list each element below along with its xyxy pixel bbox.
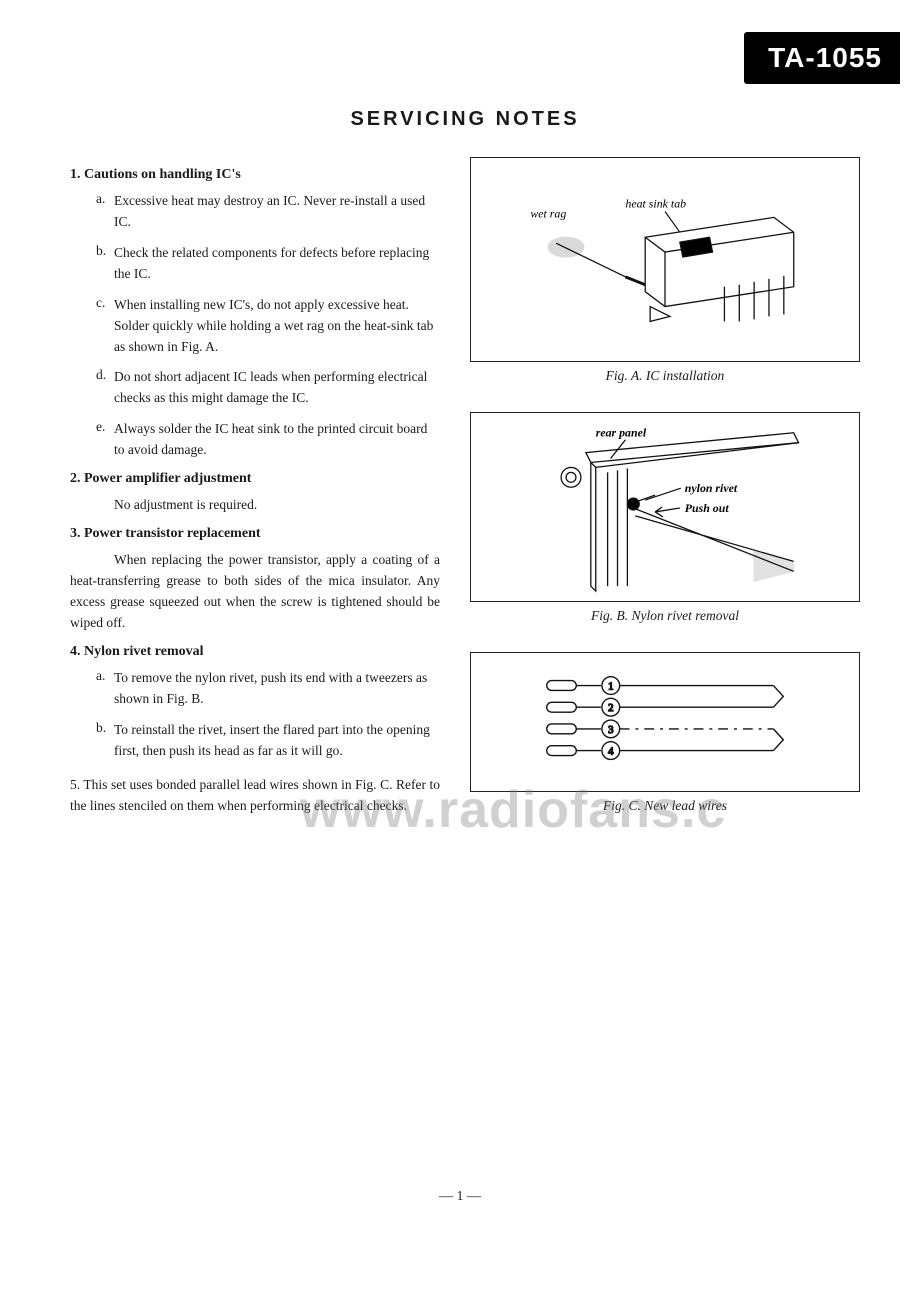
item-marker: b. — [96, 720, 106, 736]
figure-a-block: wet rag heat sink tab — [470, 157, 860, 384]
section-2-heading: 2. Power amplifier adjustment — [70, 471, 440, 487]
figure-b: rear panel nylon rivet Push out — [470, 412, 860, 602]
list-item: b. To reinstall the rivet, insert the fla… — [96, 720, 440, 762]
section-1-heading: 1. Cautions on handling IC's — [70, 167, 440, 183]
model-badge: TA-1055 — [744, 32, 900, 84]
item-marker: a. — [96, 668, 105, 684]
item-text: To remove the nylon rivet, push its end … — [114, 670, 427, 706]
figure-b-svg: rear panel nylon rivet Push out — [471, 413, 859, 601]
fig-a-label-heat-sink-tab: heat sink tab — [625, 197, 686, 211]
list-item: d. Do not short adjacent IC leads when pe… — [96, 367, 440, 409]
section-1-list: a. Excessive heat may destroy an IC. Neve… — [70, 191, 440, 461]
section-2-body: No adjustment is required. — [70, 495, 440, 516]
item-marker: d. — [96, 367, 106, 383]
item-text: Check the related components for defects… — [114, 245, 429, 281]
fig-b-label-rear-panel: rear panel — [596, 426, 647, 440]
section-3-heading: 3. Power transistor replacement — [70, 526, 440, 542]
list-item: e. Always solder the IC heat sink to the … — [96, 419, 440, 461]
figure-c-block: 1 2 3 — [470, 642, 860, 814]
item-marker: a. — [96, 191, 105, 207]
doc-title: SERVICING NOTES — [70, 108, 860, 131]
fig-c-wire-label: 3 — [608, 724, 613, 736]
list-item: a. To remove the nylon rivet, push its en… — [96, 668, 440, 710]
fig-a-label-wet-rag: wet rag — [530, 206, 566, 220]
fig-b-label-nylon-rivet: nylon rivet — [685, 481, 738, 495]
fig-c-wire-label: 1 — [608, 680, 613, 692]
section-3: 3. Power transistor replacement When rep… — [70, 526, 440, 634]
figure-c: 1 2 3 — [470, 652, 860, 792]
section-4-heading: 4. Nylon rivet removal — [70, 644, 440, 660]
fig-b-label-push-out: Push out — [685, 501, 730, 515]
left-column: 1. Cautions on handling IC's a. Excessive… — [70, 157, 440, 827]
item-marker: b. — [96, 243, 106, 259]
list-item: c. When installing new IC's, do not apply… — [96, 295, 440, 358]
page: TA-1055 SERVICING NOTES 1. Cautions on h… — [0, 0, 920, 1305]
section-5-body: 5. This set uses bonded parallel lead wi… — [70, 775, 440, 817]
section-4: 4. Nylon rivet removal a. To remove the n… — [70, 644, 440, 762]
figure-a: wet rag heat sink tab — [470, 157, 860, 362]
section-1: 1. Cautions on handling IC's a. Excessive… — [70, 167, 440, 461]
item-text: Always solder the IC heat sink to the pr… — [114, 421, 427, 457]
fig-c-wire-label: 4 — [608, 746, 614, 758]
item-text: Excessive heat may destroy an IC. Never … — [114, 193, 425, 229]
figure-c-caption: Fig. C. New lead wires — [470, 798, 860, 814]
fig-c-wire-label: 2 — [608, 702, 613, 714]
page-number: — 1 — — [0, 1189, 920, 1205]
content-columns: 1. Cautions on handling IC's a. Excessive… — [70, 157, 860, 827]
section-2: 2. Power amplifier adjustment No adjustm… — [70, 471, 440, 516]
figure-c-svg: 1 2 3 — [471, 653, 859, 791]
list-item: b. Check the related components for defec… — [96, 243, 440, 285]
item-text: Do not short adjacent IC leads when perf… — [114, 369, 427, 405]
figure-b-block: rear panel nylon rivet Push out — [470, 402, 860, 624]
figure-b-caption: Fig. B. Nylon rivet removal — [470, 608, 860, 624]
figure-a-caption: Fig. A. IC installation — [470, 368, 860, 384]
list-item: a. Excessive heat may destroy an IC. Neve… — [96, 191, 440, 233]
item-text: To reinstall the rivet, insert the flare… — [114, 722, 430, 758]
right-column: wet rag heat sink tab — [470, 157, 860, 827]
figure-a-svg: wet rag heat sink tab — [471, 158, 859, 361]
section-3-body: When replacing the power transistor, app… — [70, 550, 440, 634]
item-text: When installing new IC's, do not apply e… — [114, 297, 433, 354]
item-marker: c. — [96, 295, 105, 311]
section-4-list: a. To remove the nylon rivet, push its en… — [70, 668, 440, 762]
item-marker: e. — [96, 419, 105, 435]
